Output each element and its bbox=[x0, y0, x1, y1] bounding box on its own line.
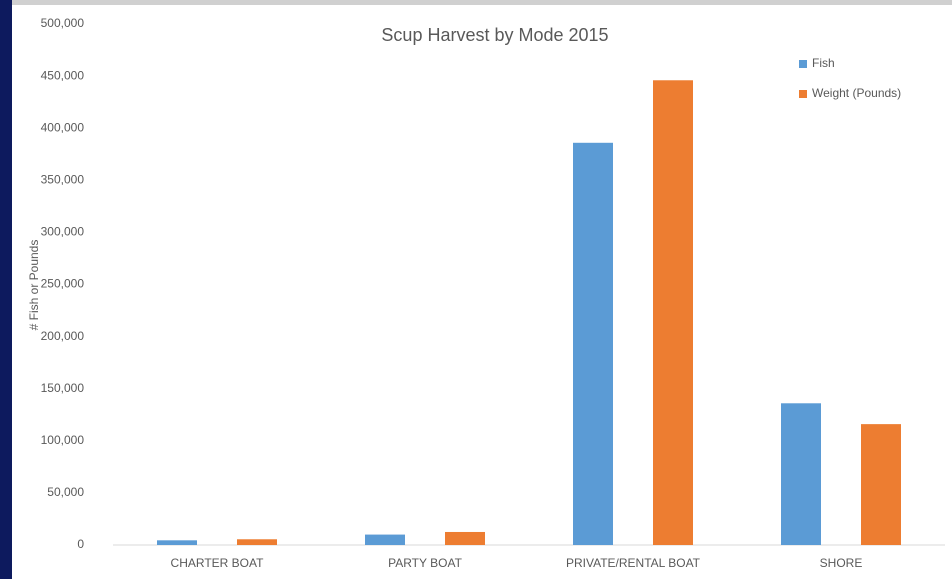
bar bbox=[861, 424, 901, 545]
y-tick-label: 200,000 bbox=[41, 329, 85, 343]
left-border bbox=[0, 0, 12, 579]
bar bbox=[157, 540, 197, 545]
legend-swatch bbox=[799, 90, 807, 98]
top-border bbox=[0, 0, 952, 5]
x-tick-label: CHARTER BOAT bbox=[171, 556, 265, 570]
y-tick-label: 450,000 bbox=[41, 68, 85, 82]
bar bbox=[653, 80, 693, 545]
y-tick-label: 100,000 bbox=[41, 433, 85, 447]
bar bbox=[573, 142, 613, 545]
legend-label: Weight (Pounds) bbox=[812, 86, 901, 100]
y-tick-label: 0 bbox=[77, 537, 84, 551]
bar bbox=[237, 539, 277, 545]
bar bbox=[445, 531, 485, 545]
legend-swatch bbox=[799, 60, 807, 68]
y-tick-label: 400,000 bbox=[41, 120, 85, 134]
x-tick-label: PARTY BOAT bbox=[388, 556, 462, 570]
x-tick-label: SHORE bbox=[820, 556, 863, 570]
y-tick-label: 500,000 bbox=[41, 16, 85, 30]
chart-title: Scup Harvest by Mode 2015 bbox=[381, 25, 608, 45]
y-tick-label: 300,000 bbox=[41, 225, 85, 239]
y-tick-label: 250,000 bbox=[41, 277, 85, 291]
y-tick-label: 150,000 bbox=[41, 381, 85, 395]
y-tick-label: 350,000 bbox=[41, 172, 85, 186]
legend-label: Fish bbox=[812, 56, 835, 70]
bar bbox=[365, 534, 405, 545]
bar bbox=[781, 403, 821, 545]
x-tick-label: PRIVATE/RENTAL BOAT bbox=[566, 556, 701, 570]
y-axis-title: # Fish or Pounds bbox=[27, 240, 41, 331]
y-tick-label: 50,000 bbox=[47, 485, 84, 499]
